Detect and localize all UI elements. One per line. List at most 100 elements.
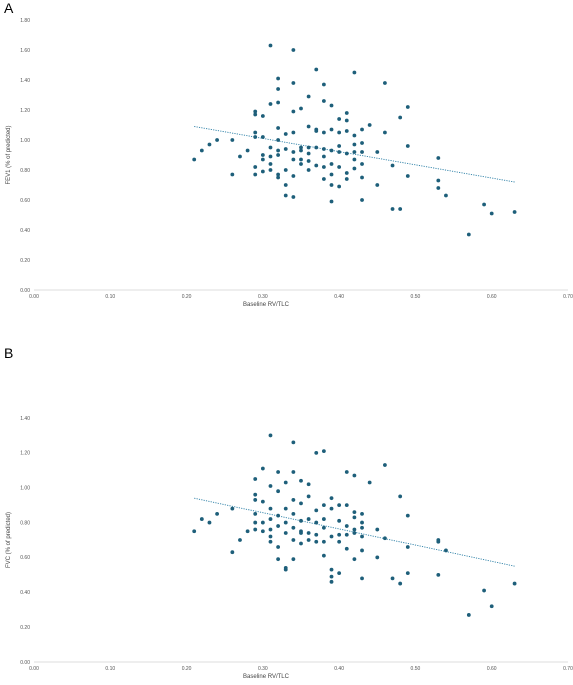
data-point — [321, 99, 326, 103]
x-tick-label: 0.50 — [411, 666, 421, 672]
data-point — [268, 43, 273, 48]
data-point — [299, 501, 303, 506]
x-tick-label: 0.60 — [487, 666, 497, 672]
data-point — [291, 195, 296, 199]
data-point — [299, 531, 303, 535]
data-point — [321, 82, 326, 87]
data-point — [291, 538, 296, 542]
data-point — [390, 207, 395, 211]
x-tick-label: 0.20 — [182, 666, 192, 672]
data-point — [321, 553, 326, 558]
data-point — [360, 520, 364, 525]
data-point — [398, 115, 403, 120]
data-point — [276, 76, 281, 81]
fev1-scatter-chart: 0.00 0.20 0.40 0.60 0.80 1.00 1.20 1.40 1.60 1.80… — [6, 18, 573, 308]
data-point — [253, 492, 258, 497]
data-point — [268, 162, 273, 166]
data-point — [482, 202, 486, 207]
data-point — [337, 117, 342, 121]
data-point — [436, 186, 441, 190]
data-point — [314, 145, 319, 150]
x-tick-label: 0.50 — [411, 294, 421, 300]
x-tick-label: 0.70 — [563, 294, 573, 300]
data-point — [360, 150, 364, 154]
data-point — [436, 156, 441, 160]
data-point — [321, 147, 326, 151]
data-point — [466, 232, 471, 237]
data-point — [306, 145, 311, 150]
data-point — [398, 581, 403, 586]
data-point — [306, 531, 311, 535]
data-point — [268, 517, 273, 521]
data-point — [306, 94, 311, 99]
data-point — [375, 183, 380, 187]
data-point — [405, 571, 410, 576]
data-point — [276, 470, 281, 474]
y-axis-title: FEV1 (% of predicted) — [6, 125, 12, 184]
data-point — [405, 513, 410, 518]
panel-a: A 0.00 0.20 0.40 0.60 0.80 1.00 1.20 1.40 1.60 1.… — [0, 0, 573, 340]
data-point — [337, 150, 342, 154]
data-point — [215, 138, 219, 142]
data-point — [367, 480, 372, 485]
data-point — [291, 511, 296, 516]
data-point — [253, 498, 258, 502]
data-point — [230, 506, 235, 511]
y-tick-label: 0.00 — [20, 288, 30, 294]
data-point — [344, 111, 349, 115]
data-point — [398, 207, 403, 211]
y-tick-label: 0.60 — [20, 555, 30, 561]
data-point — [260, 466, 265, 471]
data-point — [436, 539, 441, 544]
data-point — [306, 168, 311, 172]
data-point — [337, 532, 342, 537]
data-point — [482, 588, 486, 593]
data-point — [276, 524, 281, 528]
data-point — [337, 184, 342, 189]
data-point — [329, 496, 334, 501]
data-point — [352, 510, 357, 515]
data-point — [268, 433, 273, 438]
data-point — [329, 534, 334, 539]
data-point — [337, 503, 342, 508]
y-tick-label: 1.20 — [20, 451, 30, 457]
x-tick-label: 0.30 — [258, 294, 268, 300]
data-point — [314, 67, 319, 72]
data-point — [321, 154, 326, 159]
fvc-scatter-chart: 0.00 0.20 0.40 0.60 0.80 1.00 1.20 1.40 0.00 0.10… — [6, 416, 573, 680]
data-point — [405, 545, 410, 549]
data-point — [276, 138, 281, 142]
data-point — [283, 183, 288, 187]
data-point — [352, 515, 357, 520]
data-point — [230, 550, 235, 555]
data-point — [489, 604, 494, 609]
data-point — [314, 520, 319, 525]
data-point — [291, 81, 296, 85]
panel-b-label: B — [4, 345, 14, 361]
y-tick-label: 1.40 — [20, 78, 30, 84]
y-tick-label: 0.40 — [20, 228, 30, 234]
data-point — [329, 579, 334, 584]
data-point — [329, 506, 334, 511]
y-tick-label: 0.80 — [20, 520, 30, 526]
data-point — [321, 177, 326, 181]
data-point — [276, 489, 281, 494]
data-point — [375, 150, 380, 154]
data-point — [260, 529, 265, 534]
data-point — [321, 130, 326, 135]
data-point — [352, 70, 357, 75]
data-point — [344, 171, 349, 175]
data-point — [360, 141, 364, 145]
data-point — [344, 470, 349, 474]
x-tick-label: 0.00 — [29, 294, 39, 300]
data-point — [283, 531, 288, 535]
data-point — [367, 123, 372, 127]
data-point — [283, 567, 288, 572]
data-point — [360, 525, 364, 530]
data-point — [512, 581, 517, 586]
data-point — [337, 539, 342, 544]
data-point — [383, 81, 387, 85]
data-point — [299, 518, 303, 523]
data-point — [299, 157, 303, 162]
y-tick-label: 1.60 — [20, 48, 30, 54]
